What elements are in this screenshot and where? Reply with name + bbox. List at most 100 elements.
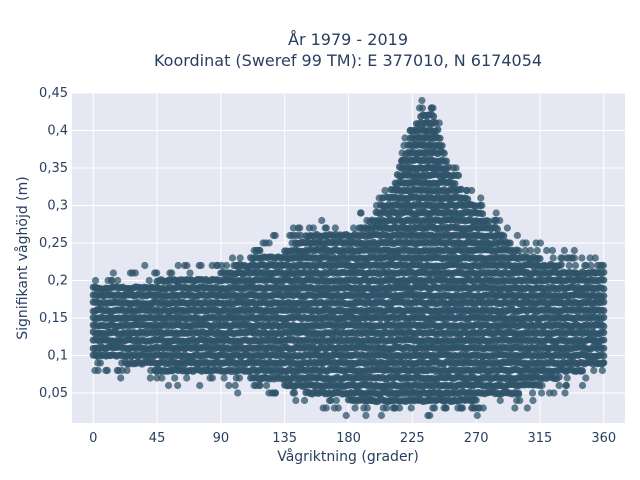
scatter-outlier xyxy=(558,254,566,262)
scatter-outlier xyxy=(204,366,213,375)
scatter-outlier xyxy=(146,374,154,382)
scatter-outlier xyxy=(236,254,244,262)
scatter-outlier xyxy=(350,224,358,232)
scatter-outlier xyxy=(288,239,296,247)
scatter-outlier xyxy=(571,261,580,270)
scatter-outlier xyxy=(222,261,231,270)
scatter-outlier xyxy=(153,269,161,277)
scatter-outlier xyxy=(578,381,587,390)
scatter-outlier xyxy=(400,141,408,150)
scatter-outlier xyxy=(398,156,406,165)
scatter-outlier xyxy=(461,396,469,405)
scatter-outlier xyxy=(449,396,457,405)
scatter-outlier xyxy=(168,269,176,277)
scatter-outlier xyxy=(109,269,117,277)
scatter-outlier xyxy=(107,276,116,285)
scatter-outlier xyxy=(586,254,594,262)
scatter-outlier xyxy=(253,246,262,255)
scatter-outlier xyxy=(300,396,309,405)
scatter-outlier xyxy=(407,404,415,412)
scatter-outlier xyxy=(332,396,340,405)
scatter-outlier xyxy=(398,149,406,157)
scatter-outlier xyxy=(312,389,320,397)
scatter-outlier xyxy=(234,389,242,397)
scatter-point xyxy=(438,142,446,150)
scatter-outlier xyxy=(532,239,540,247)
scatter-outlier xyxy=(171,276,179,285)
scatter-outlier xyxy=(331,224,339,232)
scatter-outlier xyxy=(164,381,173,390)
scatter-outlier xyxy=(549,254,557,262)
scatter-outlier xyxy=(522,239,530,247)
scatter-outlier xyxy=(151,366,159,375)
scatter-outlier xyxy=(334,404,342,412)
scatter-outlier xyxy=(560,246,568,255)
scatter-outlier xyxy=(401,134,409,142)
scatter-outlier xyxy=(297,231,305,240)
scatter-outlier xyxy=(587,261,595,270)
scatter-point xyxy=(429,112,438,120)
scatter-outlier xyxy=(561,389,569,397)
scatter-outlier xyxy=(435,119,443,127)
scatter-outlier xyxy=(208,374,217,382)
scatter-outlier xyxy=(174,381,182,390)
scatter-point xyxy=(600,344,608,352)
scatter-outlier xyxy=(590,269,599,277)
scatter-outlier xyxy=(197,261,205,270)
scatter-outlier xyxy=(425,396,433,405)
scatter-outlier xyxy=(537,389,546,397)
scatter-outlier xyxy=(309,224,317,232)
scatter-outlier xyxy=(582,374,590,382)
scatter-outlier xyxy=(568,254,576,262)
scatter-outlier xyxy=(158,374,166,382)
scatter-outlier xyxy=(478,201,486,210)
scatter-outlier xyxy=(145,276,153,285)
scatter-outlier xyxy=(225,381,233,390)
scatter-outlier xyxy=(457,404,465,412)
scatter-outlier xyxy=(503,224,511,232)
scatter-point xyxy=(555,373,563,381)
scatter-outlier xyxy=(426,411,434,420)
scatter-outlier xyxy=(289,389,297,397)
scatter-outlier xyxy=(183,374,191,382)
scatter-point xyxy=(600,336,608,344)
scatter-outlier xyxy=(514,389,523,397)
scatter-outlier xyxy=(168,366,177,375)
scatter-outlier xyxy=(473,411,481,420)
scatter-outlier xyxy=(429,104,437,112)
scatter-outlier xyxy=(565,261,573,270)
scatter-point xyxy=(478,210,487,218)
scatter-outlier xyxy=(382,404,391,412)
scatter-outlier xyxy=(442,404,450,412)
scatter-point xyxy=(506,239,514,247)
scatter-outlier xyxy=(590,366,598,375)
scatter-outlier xyxy=(377,411,386,420)
scatter-outlier xyxy=(450,171,458,180)
scatter-outlier xyxy=(562,381,571,390)
scatter-outlier xyxy=(533,246,541,255)
scatter-outlier xyxy=(262,381,271,390)
scatter-outlier xyxy=(91,284,100,292)
scatter-outlier xyxy=(351,404,359,412)
scatter-outlier xyxy=(477,194,485,202)
scatter-outlier xyxy=(577,366,586,375)
scatter-outlier xyxy=(113,366,121,375)
scatter-point xyxy=(600,322,608,330)
scatter-outlier xyxy=(318,216,326,225)
scatter-outlier xyxy=(598,366,606,375)
scatter-outlier xyxy=(529,396,537,405)
scatter-outlier xyxy=(128,269,137,277)
scatter-outlier xyxy=(362,411,370,420)
scatter-outlier xyxy=(231,381,239,390)
scatter-outlier xyxy=(563,374,571,382)
scatter-point xyxy=(436,134,444,142)
scatter-outlier xyxy=(471,404,479,412)
scatter-outlier xyxy=(381,186,389,195)
scatter-point xyxy=(600,298,608,306)
scatter-outlier xyxy=(418,104,426,112)
scatter-outlier xyxy=(593,261,602,270)
scatter-outlier xyxy=(319,404,327,412)
scatter-point xyxy=(515,247,523,255)
scatter-outlier xyxy=(325,396,334,405)
